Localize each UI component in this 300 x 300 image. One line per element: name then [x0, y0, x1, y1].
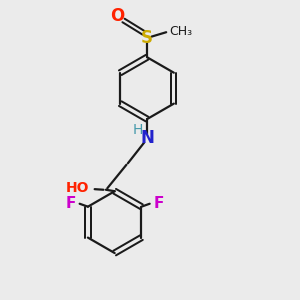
Text: F: F	[65, 196, 76, 211]
Text: CH₃: CH₃	[169, 25, 192, 38]
Text: H: H	[132, 123, 143, 137]
Text: S: S	[141, 29, 153, 47]
Text: O: O	[110, 7, 125, 25]
Text: N: N	[141, 129, 154, 147]
Text: F: F	[154, 196, 164, 211]
Text: HO: HO	[66, 181, 90, 195]
